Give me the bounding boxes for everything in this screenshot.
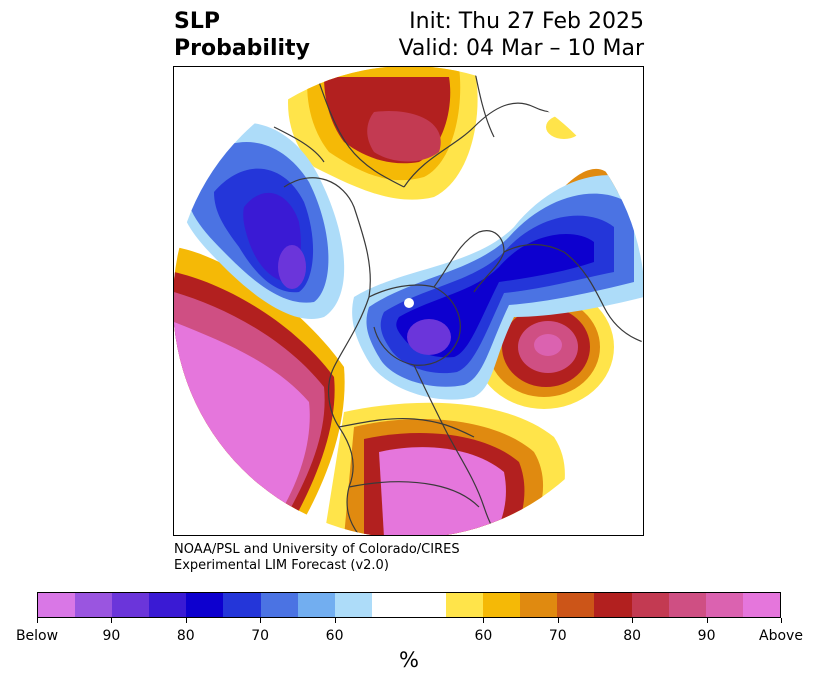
eastern-us-above-region xyxy=(324,402,565,535)
colorbar-segment xyxy=(631,593,669,617)
colorbar-tick xyxy=(185,618,187,623)
colorbar-segment xyxy=(705,593,743,617)
title-quantity: Probability xyxy=(174,36,310,61)
colorbar-segment xyxy=(483,593,521,617)
colorbar-segment xyxy=(223,593,261,617)
colorbar-tick-label: 60 xyxy=(325,628,344,644)
title-left: SLP Probability xyxy=(174,8,310,62)
title-variable: SLP xyxy=(174,9,220,34)
colorbar-unit: % xyxy=(399,648,419,672)
siberia-above-region xyxy=(288,67,478,200)
colorbar-tick xyxy=(37,618,38,623)
colorbar-tick-label: 90 xyxy=(102,628,121,644)
colorbar-tick xyxy=(632,618,634,623)
colorbar-segment xyxy=(149,593,187,617)
colorbar-segment xyxy=(334,593,372,617)
colorbar-segment xyxy=(742,593,780,617)
colorbar-tick-label: 80 xyxy=(176,628,195,644)
credit-line-1: NOAA/PSL and University of Colorado/CIRE… xyxy=(174,542,460,557)
colorbar-tick xyxy=(557,618,559,623)
colorbar-tick xyxy=(483,618,485,623)
valid-range: Valid: 04 Mar – 10 Mar xyxy=(398,36,644,61)
colorbar-segment xyxy=(557,593,595,617)
colorbar-tick-label: 60 xyxy=(474,628,493,644)
colorbar-segment xyxy=(112,593,150,617)
title-right: Init: Thu 27 Feb 2025 Valid: 04 Mar – 10… xyxy=(399,8,644,62)
colorbar-segment xyxy=(75,593,113,617)
colorbar-segment xyxy=(520,593,558,617)
colorbar-segment xyxy=(38,593,76,617)
colorbar xyxy=(37,592,781,618)
colorbar-segment xyxy=(668,593,706,617)
colorbar-segment xyxy=(186,593,224,617)
forecast-field xyxy=(174,67,643,535)
credit-line-2: Experimental LIM Forecast (v2.0) xyxy=(174,558,389,573)
colorbar-tick xyxy=(334,618,336,623)
colorbar-segment xyxy=(446,593,484,617)
colorbar-tick xyxy=(111,618,113,623)
colorbar-tick-label: 90 xyxy=(697,628,716,644)
alaska-below-region xyxy=(174,122,345,319)
central-below-region xyxy=(352,175,643,400)
probability-map xyxy=(174,67,643,535)
colorbar-tick-label: Above xyxy=(759,628,803,644)
colorbar-tick xyxy=(706,618,708,623)
map-panel xyxy=(173,66,644,536)
small-above-patch xyxy=(546,115,582,139)
colorbar-segment xyxy=(260,593,298,617)
colorbar-tick-label: 70 xyxy=(251,628,270,644)
colorbar-segment xyxy=(371,593,447,617)
colorbar-tick-label: Below xyxy=(15,628,59,644)
colorbar-segment xyxy=(297,593,335,617)
init-date: Init: Thu 27 Feb 2025 xyxy=(409,9,644,34)
colorbar-segment xyxy=(594,593,632,617)
colorbar-tick-label: 70 xyxy=(548,628,567,644)
colorbar-tick-label: 80 xyxy=(623,628,642,644)
colorbar-tick xyxy=(781,618,782,623)
north-pole-marker xyxy=(404,298,414,308)
credit: NOAA/PSL and University of Colorado/CIRE… xyxy=(174,542,460,574)
colorbar-tick xyxy=(260,618,262,623)
